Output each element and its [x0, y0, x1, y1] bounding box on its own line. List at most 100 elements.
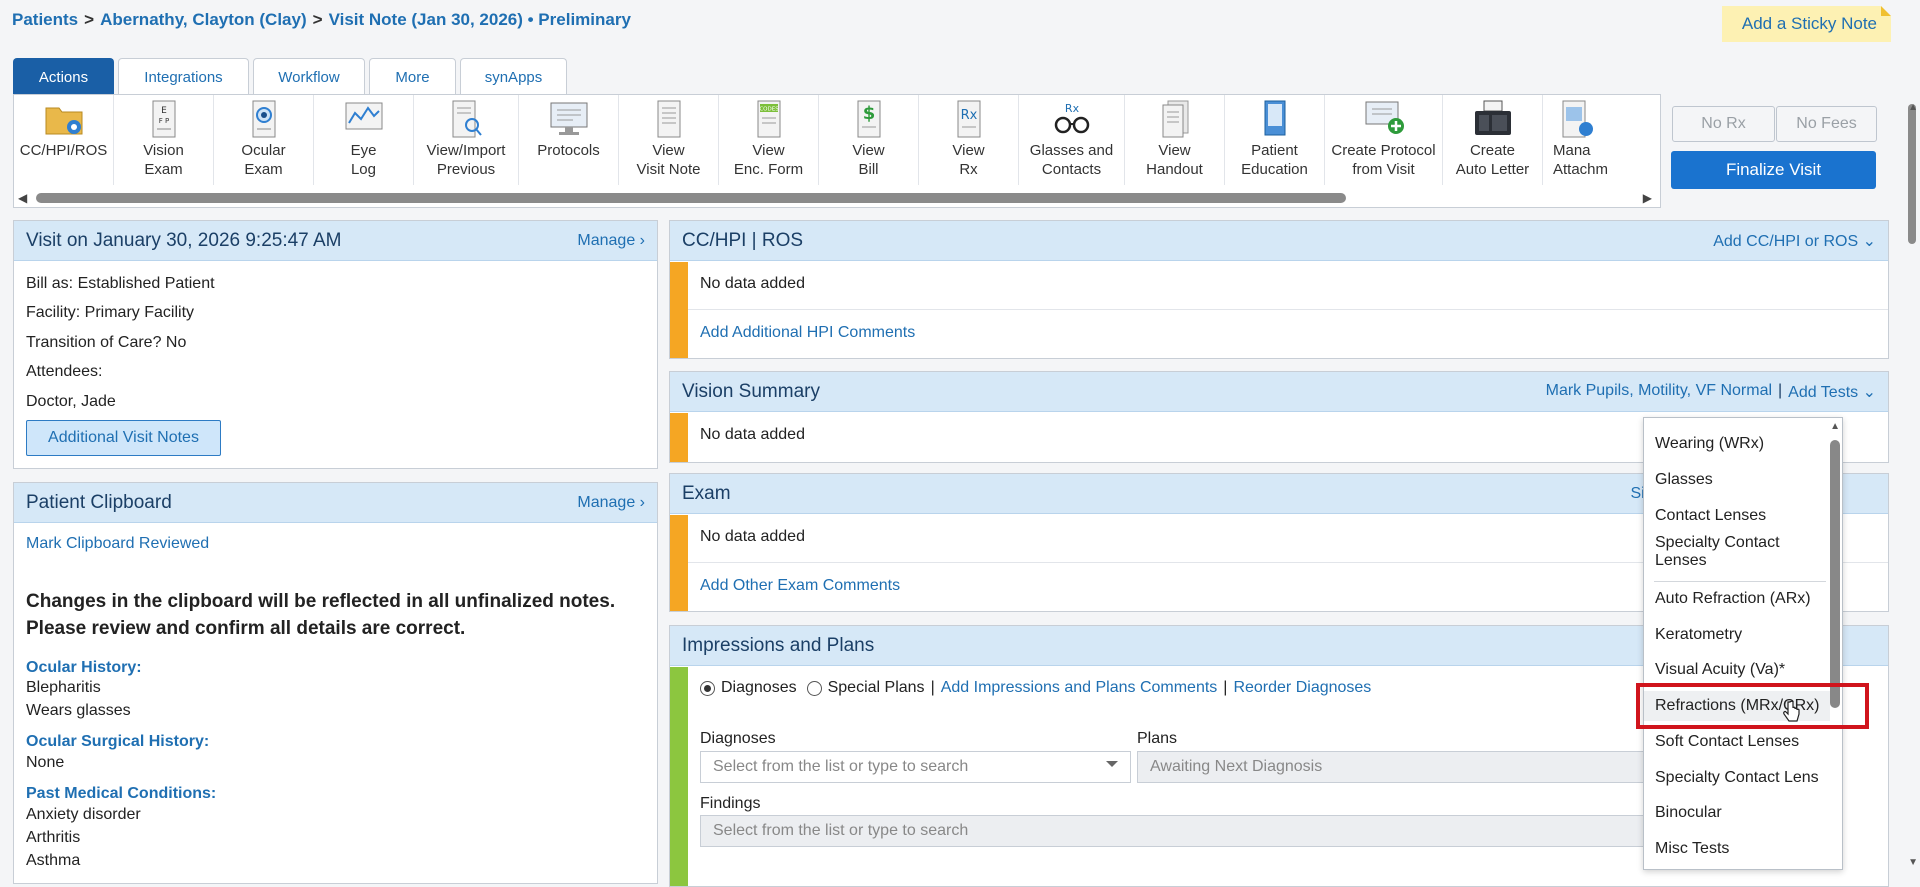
ip-status-stripe — [670, 667, 688, 886]
radio-diagnoses-label: Diagnoses — [721, 679, 797, 696]
scroll-left-icon[interactable]: ◀ — [18, 191, 28, 205]
ocular-surgical-item: None — [26, 754, 65, 771]
menu-scrollbar[interactable] — [1830, 440, 1840, 708]
svg-text:CODES: CODES — [759, 107, 779, 113]
tab-integrations[interactable]: Integrations — [118, 58, 249, 95]
clipboard-panel: Patient Clipboard Manage › Mark Clipboar… — [13, 482, 658, 884]
toolbar-protocols[interactable]: Protocols — [519, 95, 619, 185]
scroll-down-icon[interactable]: ▼ — [1908, 857, 1918, 868]
breadcrumb-separator: > — [84, 10, 95, 29]
toolbar-view-visit-note[interactable]: View Visit Note — [619, 95, 719, 185]
toolbar-view-import-previous[interactable]: View/Import Previous — [414, 95, 519, 185]
attendees-label: Attendees: — [26, 363, 103, 380]
diagnoses-select[interactable]: Select from the list or type to search — [700, 751, 1131, 783]
toolbar-create-auto-letter[interactable]: Create Auto Letter — [1443, 95, 1543, 185]
scroll-up-icon[interactable]: ▲ — [1908, 102, 1918, 113]
dollar-document-icon: $ — [857, 100, 880, 138]
menu-item-misc-tests[interactable]: Misc Tests — [1655, 840, 1730, 857]
past-medical-item: Anxiety disorder — [26, 806, 141, 823]
toolbar-ocular-exam[interactable]: Ocular Exam — [214, 95, 314, 185]
toolbar-scroll-thumb[interactable] — [36, 193, 1346, 203]
breadcrumb: Patients > Abernathy, Clayton (Clay) > V… — [12, 10, 631, 30]
menu-item-specialty-contact-lens[interactable]: Specialty Contact Lens — [1655, 769, 1819, 786]
mark-clipboard-reviewed-link[interactable]: Mark Clipboard Reviewed — [26, 535, 210, 552]
toolbar-create-protocol[interactable]: Create Protocol from Visit — [1325, 95, 1443, 185]
menu-item-glasses[interactable]: Glasses — [1655, 471, 1713, 488]
add-exam-comments-link[interactable]: Add Other Exam Comments — [700, 577, 901, 594]
divider — [688, 309, 1888, 310]
tab-synapps[interactable]: synApps — [460, 58, 567, 95]
scroll-right-icon[interactable]: ▶ — [1642, 191, 1652, 205]
toolbar-view-handout[interactable]: View Handout — [1125, 95, 1225, 185]
menu-item-auto-refraction[interactable]: Auto Refraction (ARx) — [1655, 590, 1811, 607]
no-rx-button[interactable]: No Rx — [1672, 106, 1775, 142]
toolbar-label: Protocols — [537, 142, 600, 159]
add-tests-menu: ▲ Wearing (WRx) Glasses Contact Lenses S… — [1643, 417, 1843, 870]
menu-item-soft-contact-lenses[interactable]: Soft Contact Lenses — [1655, 733, 1800, 750]
clipboard-manage-link[interactable]: Manage › — [577, 493, 645, 511]
separator: | — [930, 679, 935, 696]
past-medical-label: Past Medical Conditions: — [26, 785, 217, 802]
vision-no-data: No data added — [700, 426, 805, 443]
separator: | — [1223, 679, 1228, 696]
menu-item-wearing[interactable]: Wearing (WRx) — [1655, 435, 1765, 452]
toolbar-view-rx[interactable]: Rx View Rx — [919, 95, 1019, 185]
ocular-exam-icon — [252, 100, 275, 138]
toolbar-glasses-contacts[interactable]: Rx Glasses and Contacts — [1019, 95, 1125, 185]
no-fees-button[interactable]: No Fees — [1776, 106, 1877, 142]
findings-select[interactable]: Select from the list or type to search — [700, 815, 1658, 847]
tab-workflow[interactable]: Workflow — [253, 58, 365, 95]
toolbar-label: View Handout — [1146, 142, 1203, 178]
toolbar-view-enc-form[interactable]: CODES View Enc. Form — [719, 95, 819, 185]
toolbar-cchpiros[interactable]: CC/HPI/ROS — [14, 95, 114, 185]
radio-special-plans[interactable] — [806, 680, 822, 696]
additional-visit-notes-button[interactable]: Additional Visit Notes — [26, 420, 221, 456]
mark-normal-link[interactable]: Mark Pupils, Motility, VF Normal — [1545, 381, 1773, 399]
svg-text:$: $ — [862, 103, 875, 124]
cchpi-no-data: No data added — [700, 275, 805, 292]
tab-more[interactable]: More — [369, 58, 456, 95]
rx-document-icon: Rx — [957, 100, 980, 138]
visit-manage-link[interactable]: Manage › — [577, 231, 645, 249]
reorder-diagnoses-link[interactable]: Reorder Diagnoses — [1233, 679, 1372, 696]
fax-icon — [1474, 100, 1511, 135]
toolbar-eye-log[interactable]: Eye Log — [314, 95, 414, 185]
breadcrumb-patients[interactable]: Patients — [12, 10, 79, 29]
menu-item-keratometry[interactable]: Keratometry — [1655, 626, 1743, 643]
add-protocol-icon — [1365, 101, 1404, 134]
toolbar-label: Create Auto Letter — [1455, 142, 1530, 178]
page-scrollbar[interactable] — [1908, 104, 1916, 244]
past-medical-item: Asthma — [26, 852, 81, 869]
add-ip-comments-link[interactable]: Add Impressions and Plans Comments — [940, 679, 1218, 696]
cchpi-panel: CC/HPI | ROS Add CC/HPI or ROS ⌄ No data… — [669, 220, 1889, 359]
exam-no-data: No data added — [700, 528, 805, 545]
toolbar-patient-education[interactable]: Patient Education — [1225, 95, 1325, 185]
radio-diagnoses[interactable] — [700, 680, 715, 696]
tab-actions[interactable]: Actions — [13, 58, 114, 95]
toolbar-manage-attachments[interactable]: Mana Attachm — [1543, 95, 1623, 185]
cchpi-status-stripe — [670, 262, 688, 358]
menu-item-specialty-contact-lenses[interactable]: Specialty Contact Lenses — [1655, 534, 1780, 569]
add-cchpi-dropdown[interactable]: Add CC/HPI or ROS ⌄ — [1713, 232, 1876, 250]
add-sticky-note-button[interactable]: Add a Sticky Note — [1721, 6, 1891, 42]
toolbar-label: Mana Attachm — [1553, 142, 1609, 178]
menu-item-binocular[interactable]: Binocular — [1655, 804, 1722, 821]
monitor-icon — [550, 102, 587, 135]
plans-select: Awaiting Next Diagnosis — [1137, 751, 1657, 783]
past-medical-item: Arthritis — [26, 829, 81, 846]
menu-scroll-up-icon[interactable]: ▲ — [1830, 421, 1840, 432]
menu-item-contact-lenses[interactable]: Contact Lenses — [1655, 507, 1767, 524]
breadcrumb-patient[interactable]: Abernathy, Clayton (Clay) — [100, 10, 307, 29]
toolbar-label: Glasses and Contacts — [1029, 142, 1114, 178]
toolbar-label: View Enc. Form — [733, 142, 804, 178]
vision-status-stripe — [670, 413, 688, 462]
vision-summary-panel: Vision Summary Mark Pupils, Motility, VF… — [669, 371, 1889, 463]
toolbar-scrollbar[interactable]: ◀ ▶ — [14, 187, 1660, 207]
menu-item-visual-acuity[interactable]: Visual Acuity (Va)* — [1655, 661, 1786, 678]
add-hpi-comments-link[interactable]: Add Additional HPI Comments — [700, 324, 916, 341]
toolbar-view-bill[interactable]: $ View Bill — [819, 95, 919, 185]
attendee-doctor: Doctor, Jade — [26, 393, 116, 410]
add-tests-dropdown[interactable]: Add Tests ⌄ — [1788, 383, 1876, 401]
finalize-visit-button[interactable]: Finalize Visit — [1671, 151, 1876, 189]
